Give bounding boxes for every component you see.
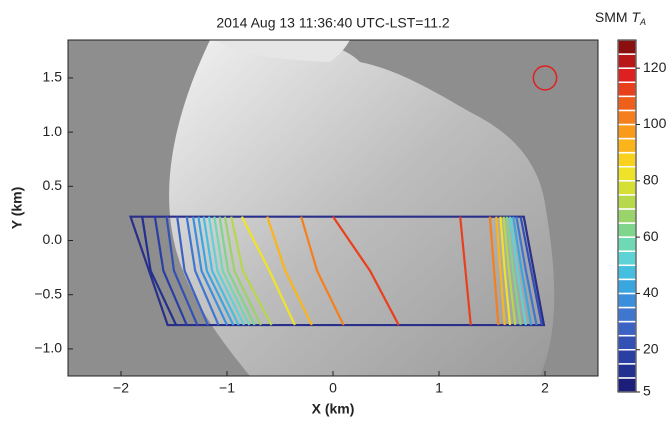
- y-tick-label: 1.0: [43, 123, 63, 139]
- colorbar-tick-label: 40: [643, 284, 659, 300]
- colorbar-tick-label: 120: [643, 59, 667, 75]
- colorbar-band: [617, 81, 637, 98]
- colorbar-band: [617, 39, 637, 55]
- contour-line: [519, 216, 543, 326]
- colorbar-band: [617, 53, 637, 69]
- colorbar-band: [617, 264, 637, 281]
- colorbar-band: [617, 334, 637, 351]
- y-tick-label: 0.5: [43, 177, 63, 193]
- x-tick-label: 0: [329, 380, 337, 396]
- swath-outline: [129, 215, 546, 327]
- contour-line: [515, 216, 538, 326]
- colorbar-band: [617, 250, 637, 267]
- colorbar-label: SMM: [595, 9, 628, 25]
- contour-line: [218, 216, 256, 326]
- colorbar-tick-label: 60: [643, 228, 659, 244]
- chart-title: 2014 Aug 13 11:36:40 UTC-LST=11.2: [216, 15, 450, 31]
- contour-line: [213, 216, 251, 326]
- y-tick-label: 1.5: [43, 69, 63, 85]
- contour-line: [459, 216, 472, 326]
- contour-line: [512, 216, 533, 326]
- colorbar-band: [617, 320, 637, 337]
- contour-line: [505, 216, 522, 326]
- colorbar-band: [617, 194, 637, 210]
- colorbar-tick-label: 5: [643, 383, 651, 399]
- y-tick-label: −1.0: [34, 340, 62, 356]
- colorbar-band: [617, 208, 637, 224]
- contour-line: [266, 216, 313, 326]
- colorbar-tick-label: 100: [643, 115, 667, 131]
- x-tick-label: −2: [113, 380, 129, 396]
- colorbar-band: [617, 236, 637, 252]
- contour-line: [191, 216, 228, 326]
- comet-image: [169, 40, 555, 376]
- colorbar-band: [617, 67, 637, 83]
- contour-line: [223, 216, 262, 326]
- colorbar-band: [617, 123, 637, 140]
- comet-body: [169, 40, 555, 376]
- beam-circle: [532, 65, 558, 91]
- x-tick-label: 2: [541, 380, 549, 396]
- colorbar-band: [617, 222, 637, 238]
- contour-line: [230, 216, 273, 326]
- colorbar-band: [617, 363, 637, 379]
- colorbar-band: [617, 137, 637, 154]
- contour-line: [488, 216, 500, 326]
- comet-lobe: [215, 40, 350, 62]
- colorbar-title: SMM TA: [595, 9, 646, 28]
- contour-line: [332, 216, 400, 326]
- y-tick-label: −0.5: [34, 285, 62, 301]
- colorbar-band: [617, 278, 637, 295]
- contour-line: [185, 216, 220, 326]
- contour-line: [197, 216, 235, 326]
- colorbar-band: [617, 349, 637, 365]
- contour-line: [499, 216, 512, 326]
- contour-line: [153, 216, 188, 326]
- colorbar-symbol: T: [631, 9, 641, 25]
- y-axis-title: Y (km): [9, 187, 25, 230]
- colorbar-band: [617, 95, 637, 112]
- colorbar-band: [617, 377, 637, 393]
- contour-line: [300, 216, 345, 326]
- contour-line: [502, 216, 517, 326]
- colorbar-band: [617, 165, 637, 182]
- contour-line: [202, 216, 240, 326]
- colorbar-band: [617, 180, 637, 196]
- contour-line: [495, 216, 506, 326]
- x-tick-label: 1: [435, 380, 443, 396]
- colorbar-band: [617, 292, 637, 309]
- contour-line: [207, 216, 245, 326]
- colorbar-frame: [617, 39, 637, 393]
- contour-line: [508, 216, 528, 326]
- contour-line: [141, 216, 178, 326]
- x-axis-title: X (km): [312, 401, 355, 417]
- colorbar-band: [617, 306, 637, 323]
- contour-line: [240, 216, 296, 326]
- colorbar-tick-label: 80: [643, 172, 659, 188]
- y-tick-label: 0.0: [43, 231, 63, 247]
- colorbar-tick-label: 20: [643, 340, 659, 356]
- plot-layer: [129, 65, 558, 327]
- x-tick-label: −1: [219, 380, 235, 396]
- contour-line: [165, 216, 199, 326]
- colorbar-band: [617, 151, 637, 168]
- contour-line: [176, 216, 209, 326]
- colorbar-band: [617, 109, 637, 126]
- colorbar-subscript: A: [639, 17, 646, 27]
